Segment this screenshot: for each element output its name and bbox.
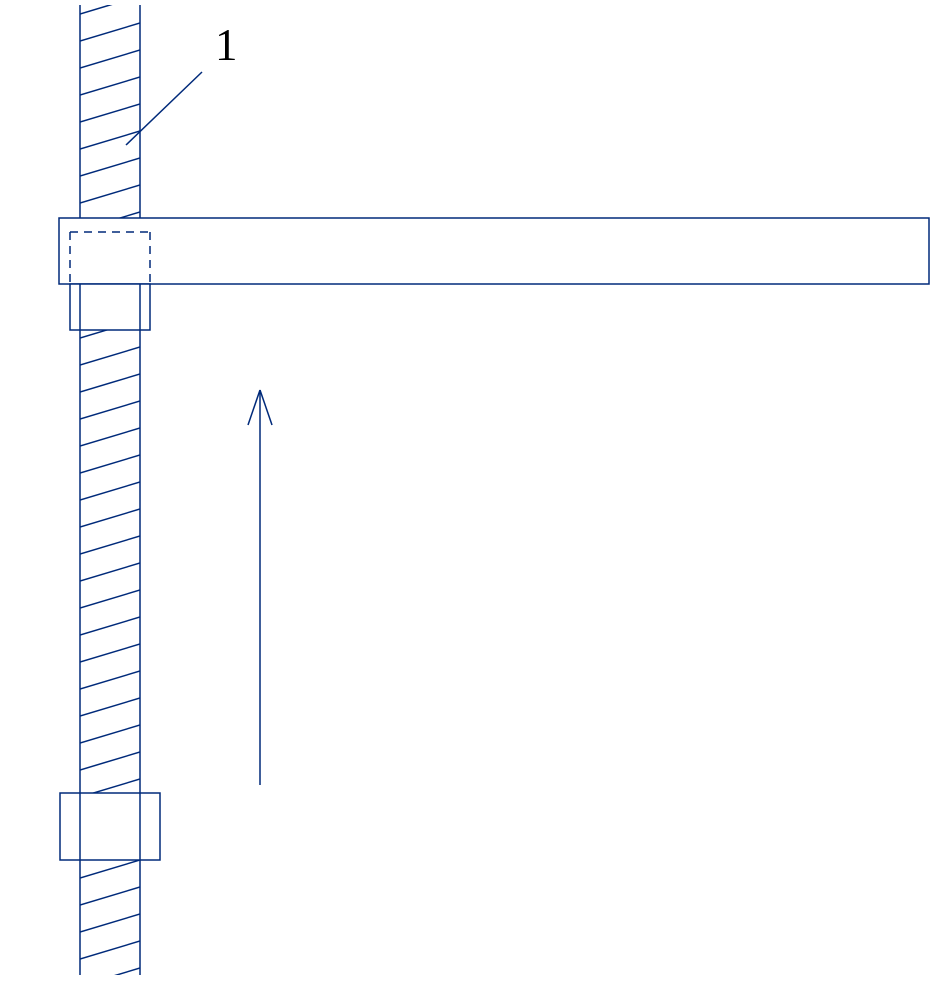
bottom-nut — [60, 793, 160, 860]
callout-label: 1 — [215, 20, 238, 70]
callout-1: 1 — [126, 20, 238, 145]
up-arrow — [248, 390, 272, 785]
horizontal-bar — [59, 218, 929, 284]
